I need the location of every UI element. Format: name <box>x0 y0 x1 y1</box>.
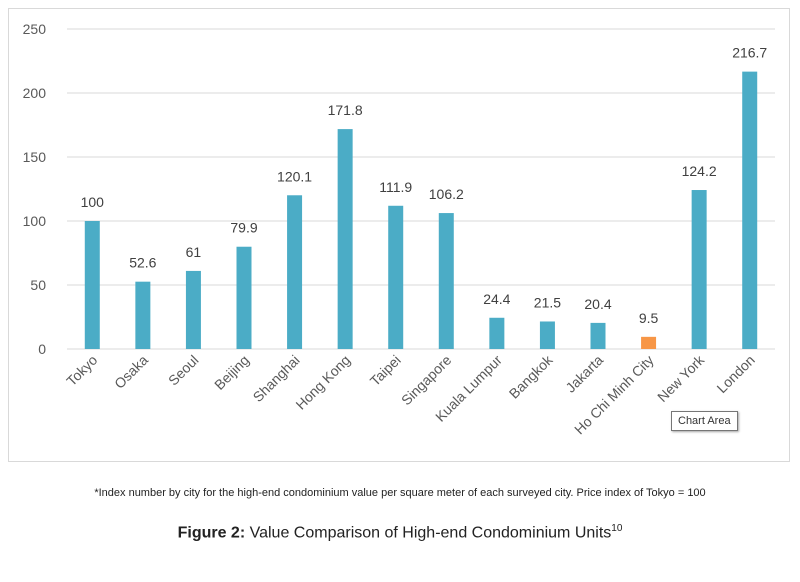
x-tick-label: Taipei <box>367 352 404 389</box>
data-label: 100 <box>81 194 105 210</box>
y-tick-label: 100 <box>23 213 47 229</box>
data-label: 216.7 <box>732 45 767 61</box>
bar-beijing[interactable] <box>236 246 252 349</box>
x-tick-label: Osaka <box>111 352 151 392</box>
bar-tokyo[interactable] <box>84 221 100 349</box>
bar-osaka[interactable] <box>135 281 151 349</box>
bar-hong-kong[interactable] <box>337 129 353 349</box>
bar-new-york[interactable] <box>691 190 707 349</box>
footnote: *Index number by city for the high-end c… <box>94 487 706 499</box>
bar-london[interactable] <box>742 71 758 350</box>
x-tick-label: Tokyo <box>63 352 100 389</box>
y-tick-label: 50 <box>30 277 46 293</box>
y-tick-label: 0 <box>38 341 46 357</box>
caption-label: Figure 2: <box>177 524 246 542</box>
y-axis-ticks: 0 50 100 150 200 250 <box>23 21 47 357</box>
bar-seoul[interactable] <box>185 270 201 349</box>
bar-singapore[interactable] <box>438 213 454 349</box>
x-tick-label: Hong Kong <box>292 352 353 413</box>
bar-kuala-lumpur[interactable] <box>489 317 505 349</box>
data-label: 120.1 <box>277 168 312 184</box>
data-label: 9.5 <box>639 310 659 326</box>
bar-taipei[interactable] <box>388 205 404 349</box>
x-tick-label: New York <box>654 351 708 405</box>
chart-area-tooltip: Chart Area <box>671 411 738 431</box>
x-tick-label: Shanghai <box>250 352 303 405</box>
data-labels: 100 52.6 61 79.9 120.1 171.8 111.9 106.2 24.4 21.… <box>81 45 768 326</box>
x-tick-label: Beijing <box>211 352 252 393</box>
figure-caption: Figure 2: Value Comparison of High-end C… <box>0 523 800 542</box>
data-label: 106.2 <box>429 186 464 202</box>
y-tick-label: 250 <box>23 21 47 37</box>
data-label: 52.6 <box>129 255 156 271</box>
bar-bangkok[interactable] <box>539 321 555 349</box>
data-label: 61 <box>186 244 202 260</box>
caption-reference: 10 <box>611 523 623 534</box>
data-label: 21.5 <box>534 294 561 310</box>
data-label: 111.9 <box>379 179 412 195</box>
chart-area[interactable]: 0 50 100 150 200 250 100 52.6 61 79.9 120.1 171.8 1… <box>8 8 790 462</box>
x-tick-label: Bangkok <box>506 351 557 402</box>
bar-jakarta[interactable] <box>590 322 606 349</box>
gridlines <box>67 28 775 350</box>
bar-shanghai[interactable] <box>287 195 303 349</box>
data-label: 171.8 <box>328 102 363 118</box>
bar-ho-chi-minh-city[interactable] <box>641 336 657 349</box>
data-label: 79.9 <box>230 220 257 236</box>
bars <box>84 71 758 350</box>
data-label: 124.2 <box>682 163 717 179</box>
data-label: 20.4 <box>584 296 611 312</box>
y-tick-label: 200 <box>23 85 47 101</box>
caption-text: Value Comparison of High-end Condominium… <box>249 524 612 542</box>
data-label: 24.4 <box>483 291 510 307</box>
x-tick-label: Seoul <box>165 352 202 389</box>
x-tick-label: Jakarta <box>562 352 606 396</box>
y-tick-label: 150 <box>23 149 47 165</box>
x-tick-label: London <box>713 352 757 396</box>
